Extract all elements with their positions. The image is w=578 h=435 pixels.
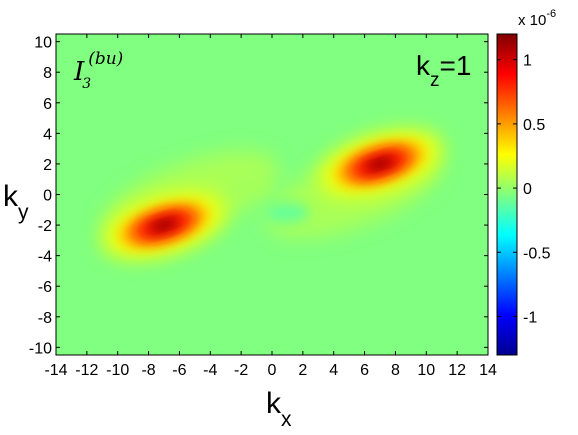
x-tick-label: -12 bbox=[75, 362, 98, 379]
y-tick-label: 10 bbox=[34, 35, 52, 52]
x-tick-label: 2 bbox=[298, 362, 307, 379]
colorbar-multiplier: x 10-6 bbox=[518, 8, 556, 29]
colorbar-tick-label: 0.5 bbox=[523, 117, 545, 134]
y-tick-label: -8 bbox=[38, 310, 52, 327]
x-tick-label: 4 bbox=[329, 362, 338, 379]
heatmap-minor-feature bbox=[265, 202, 310, 223]
colorbar-tick-label: 1 bbox=[523, 53, 532, 70]
x-tick-label: 8 bbox=[391, 362, 400, 379]
y-tick-label: 4 bbox=[43, 126, 52, 143]
colorbar-tick-label: 0 bbox=[523, 181, 532, 198]
x-tick-label: 6 bbox=[360, 362, 369, 379]
colorbar-tick-label: -0.5 bbox=[523, 245, 551, 262]
colorbar-tick-label: -1 bbox=[523, 309, 537, 326]
heatmap-field bbox=[99, 129, 445, 260]
y-tick-label: 8 bbox=[43, 65, 52, 82]
x-tick-label: -8 bbox=[141, 362, 155, 379]
x-tick-label: 12 bbox=[448, 362, 466, 379]
annotation-kz-label: kz=1 bbox=[416, 50, 471, 91]
y-axis-label: ky bbox=[3, 180, 29, 224]
y-axis-ticks: -10 -8 -6 -4 -2 0 2 4 6 8 10 bbox=[29, 35, 488, 357]
x-axis-ticks: -14 -12 -10 -8 -6 -4 -2 0 2 4 6 8 10 12 14 bbox=[44, 34, 497, 379]
colorbar-ticks: -1 -0.5 0 0.5 1 bbox=[497, 53, 551, 326]
heatmap-minor-feature bbox=[226, 175, 271, 196]
x-tick-label: -10 bbox=[106, 362, 129, 379]
x-tick-label: 14 bbox=[479, 362, 497, 379]
x-tick-label: -14 bbox=[44, 362, 67, 379]
y-tick-label: -2 bbox=[38, 218, 52, 235]
x-tick-label: 10 bbox=[417, 362, 435, 379]
heatmap-peak-contour bbox=[372, 159, 388, 168]
plot-background bbox=[56, 34, 488, 355]
y-tick-label: 0 bbox=[43, 188, 52, 205]
y-tick-label: -10 bbox=[29, 340, 52, 357]
x-tick-label: -2 bbox=[234, 362, 248, 379]
x-axis-label: kx bbox=[266, 387, 292, 431]
x-tick-label: -4 bbox=[203, 362, 217, 379]
heatmap-peak-contour bbox=[156, 221, 172, 230]
x-tick-label: -6 bbox=[172, 362, 186, 379]
y-tick-label: 2 bbox=[43, 157, 52, 174]
annotation-intensity-label: I3(bu) bbox=[73, 49, 123, 92]
y-tick-label: -6 bbox=[38, 279, 52, 296]
colorbar bbox=[496, 33, 518, 356]
x-tick-label: 0 bbox=[268, 362, 277, 379]
y-tick-label: -4 bbox=[38, 249, 52, 266]
y-tick-label: 6 bbox=[43, 96, 52, 113]
